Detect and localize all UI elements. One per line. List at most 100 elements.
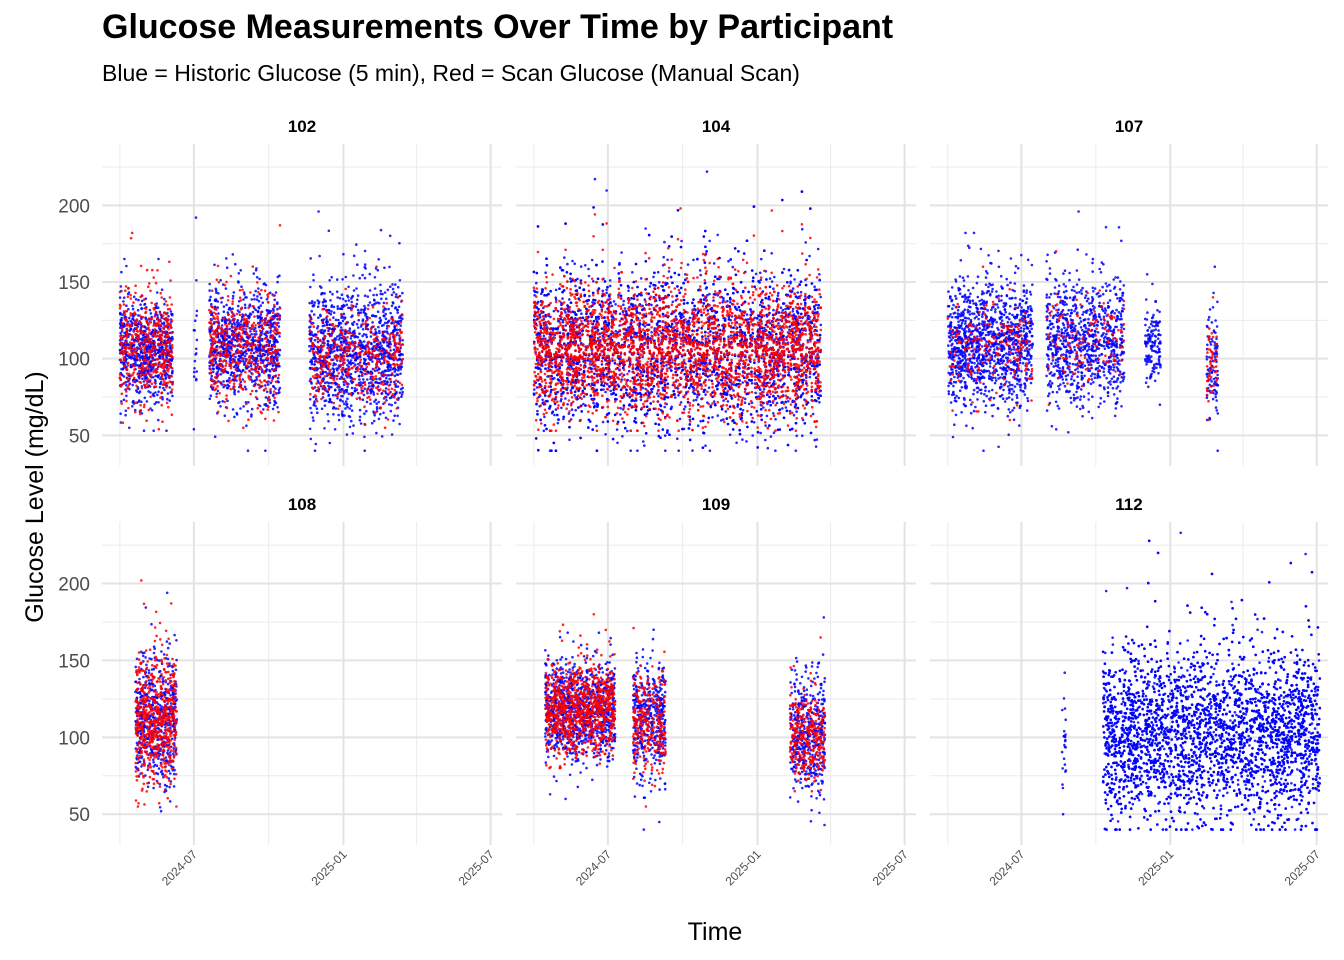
historic-glucose-point: [336, 307, 340, 311]
scan-glucose-point: [169, 325, 172, 329]
scan-glucose-point: [228, 362, 231, 366]
historic-glucose-point: [225, 257, 228, 260]
scan-glucose-point: [352, 349, 355, 352]
scan-glucose-point: [321, 348, 324, 352]
scan-glucose-point: [383, 401, 387, 404]
historic-glucose-point: [324, 399, 328, 402]
scan-glucose-point: [167, 405, 170, 409]
historic-glucose-point: [236, 304, 240, 308]
historic-glucose-point: [383, 291, 387, 294]
scan-glucose-point: [244, 370, 247, 374]
scan-glucose-point: [167, 367, 170, 371]
historic-glucose-point: [316, 411, 319, 415]
historic-glucose-point: [164, 377, 167, 381]
historic-glucose-point: [121, 373, 124, 377]
historic-glucose-point: [384, 416, 388, 420]
scan-glucose-point: [234, 329, 237, 333]
scan-glucose-point: [311, 351, 315, 354]
historic-glucose-point: [355, 287, 358, 290]
historic-glucose-point: [218, 400, 221, 404]
historic-glucose-point: [255, 276, 259, 279]
scan-glucose-point: [156, 269, 159, 272]
historic-glucose-point: [320, 407, 324, 411]
historic-glucose-point: [119, 285, 123, 288]
scan-glucose-point: [392, 395, 396, 398]
scan-glucose-point: [276, 362, 279, 366]
historic-glucose-point: [362, 340, 366, 343]
scan-glucose-point: [256, 339, 259, 343]
scan-glucose-point: [239, 344, 242, 347]
historic-glucose-point: [310, 411, 313, 415]
scan-glucose-point: [313, 376, 316, 380]
scan-glucose-point: [209, 318, 213, 322]
historic-glucose-point: [384, 308, 388, 311]
historic-glucose-point: [230, 342, 233, 345]
scan-glucose-point: [142, 340, 145, 343]
historic-glucose-point: [354, 359, 357, 362]
scan-glucose-point: [239, 340, 243, 343]
scan-glucose-point: [362, 322, 365, 326]
historic-glucose-point: [335, 368, 339, 372]
historic-glucose-point: [276, 340, 279, 344]
scan-glucose-point: [259, 366, 263, 369]
historic-glucose-point: [308, 332, 312, 336]
facet-label: 102: [288, 117, 316, 136]
scan-glucose-point: [145, 365, 149, 369]
historic-glucose-point: [337, 413, 340, 417]
scan-glucose-point: [366, 342, 370, 346]
historic-glucose-point: [170, 335, 174, 339]
historic-glucose-point: [338, 321, 342, 325]
scan-glucose-point: [381, 337, 384, 341]
scan-glucose-point: [171, 367, 174, 370]
scan-glucose-point: [372, 333, 375, 336]
historic-glucose-point: [139, 337, 142, 341]
scan-glucose-point: [245, 364, 249, 368]
scan-glucose-point: [232, 382, 236, 386]
scan-glucose-point: [267, 405, 270, 409]
historic-glucose-point: [373, 299, 376, 302]
historic-glucose-point: [128, 356, 131, 360]
historic-glucose-point: [129, 319, 132, 323]
historic-glucose-point: [379, 289, 383, 293]
scan-glucose-point: [219, 331, 223, 335]
historic-glucose-point: [309, 325, 312, 329]
scan-glucose-point: [150, 363, 153, 367]
scan-glucose-point: [152, 353, 156, 357]
scan-glucose-point: [258, 386, 261, 390]
scan-glucose-point: [399, 344, 403, 347]
historic-glucose-point: [233, 323, 237, 326]
scan-glucose-point: [219, 350, 223, 353]
scan-glucose-point: [311, 342, 314, 345]
historic-glucose-point: [316, 340, 320, 344]
scan-glucose-point: [147, 360, 151, 363]
scan-glucose-point: [218, 381, 222, 384]
historic-glucose-point: [328, 327, 332, 330]
scan-glucose-point: [271, 368, 275, 372]
scan-glucose-point: [251, 265, 255, 268]
scan-glucose-point: [160, 296, 163, 299]
scan-glucose-point: [267, 361, 270, 365]
scan-glucose-point: [163, 311, 166, 314]
historic-glucose-point: [160, 316, 163, 320]
scan-glucose-point: [242, 318, 245, 322]
scan-glucose-point: [149, 289, 152, 293]
scan-glucose-point: [396, 331, 400, 335]
scan-glucose-point: [128, 353, 131, 356]
historic-glucose-point: [216, 389, 220, 393]
scan-glucose-point: [167, 318, 170, 322]
scan-glucose-point: [165, 340, 168, 343]
historic-glucose-point: [398, 241, 401, 245]
historic-glucose-point: [242, 405, 245, 408]
historic-glucose-point: [127, 291, 131, 294]
scan-glucose-point: [125, 387, 129, 391]
scan-glucose-point: [331, 322, 335, 326]
historic-glucose-point: [163, 388, 166, 392]
historic-glucose-point: [361, 318, 365, 321]
scan-glucose-point: [267, 395, 271, 399]
scan-glucose-point: [275, 356, 279, 360]
historic-glucose-point: [386, 288, 390, 292]
historic-glucose-point: [170, 313, 174, 317]
scan-glucose-point: [226, 328, 229, 331]
historic-glucose-point: [369, 402, 372, 406]
historic-glucose-point: [159, 327, 162, 331]
